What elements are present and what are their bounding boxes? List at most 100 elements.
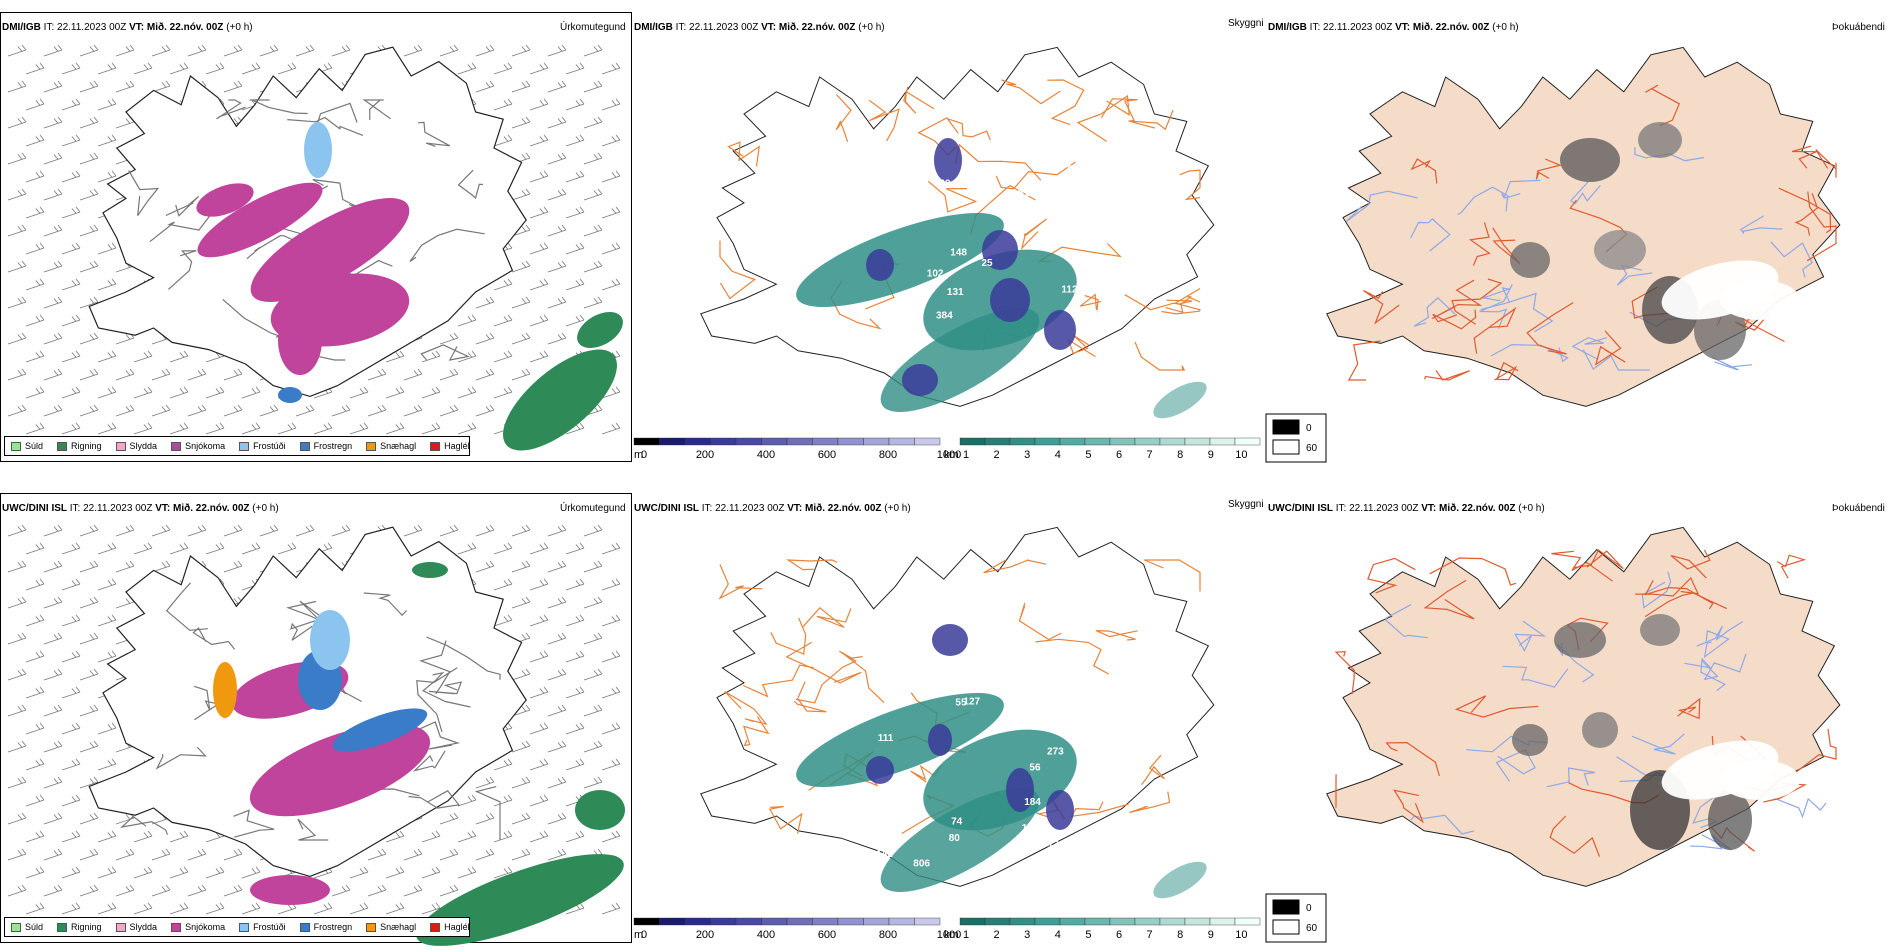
iceland-landmass — [1326, 526, 1841, 887]
height-colorbar: m0 200 400 600 800 1000 — [633, 437, 961, 461]
wind-barb — [223, 560, 243, 573]
wind-barb — [601, 386, 621, 399]
visibility-colorbar-segment — [1234, 437, 1261, 446]
legend-swatch — [239, 441, 250, 451]
road-lines-segment — [457, 169, 484, 199]
wind-barb — [133, 62, 153, 75]
wind-barb — [529, 98, 549, 111]
wind-barb — [79, 704, 99, 717]
wind-barb — [529, 722, 549, 735]
wind-barb — [97, 386, 117, 399]
wind-barb — [529, 206, 549, 219]
wind-barb — [205, 542, 225, 555]
river-lines-segment — [1481, 287, 1512, 303]
wind-barb — [529, 62, 549, 75]
legend-item: Haglél — [430, 922, 470, 932]
wind-barb — [97, 242, 117, 255]
row-1: DMI/IGB IT: 22.11.2023 00Z VT: Mið. 22.n… — [0, 0, 1900, 470]
height-colorbar: m0 200 400 600 800 1000 — [633, 917, 961, 941]
road-lines-segment — [1594, 330, 1626, 366]
legend-item: Snæhagl — [366, 441, 416, 451]
road-lines-segment — [420, 344, 471, 361]
wind-barb — [43, 224, 63, 237]
legend-swatch — [11, 441, 21, 451]
wind-barb — [511, 740, 531, 753]
wind-barb — [25, 206, 45, 219]
snow-area — [250, 198, 410, 302]
valid-time: Mið. 22.nóv. 00Z — [1439, 503, 1516, 514]
init-time: 22.11.2023 00Z — [1323, 22, 1393, 33]
road-lines-segment — [1179, 169, 1201, 201]
wind-barb — [25, 794, 45, 807]
legend-item: Snæhagl — [366, 922, 416, 932]
wind-barb — [151, 404, 171, 417]
wind-barb — [79, 296, 99, 309]
init-time: 22.11.2023 00Z — [1349, 503, 1419, 514]
river-lines-segment — [1410, 218, 1451, 252]
wind-barb — [475, 80, 495, 93]
rain-area — [575, 790, 625, 830]
legend-item: Haglél — [430, 441, 470, 451]
wind-barb — [7, 116, 27, 129]
station-label: 76 — [1046, 642, 1058, 653]
wind-barb — [7, 812, 27, 825]
road-lines-segment — [793, 681, 827, 713]
wind-barb — [133, 830, 153, 843]
wind-barb — [457, 314, 477, 327]
wind-barb — [43, 524, 63, 537]
precip-type-map — [7, 524, 625, 946]
wind-barb — [385, 350, 405, 363]
rain-area — [503, 349, 617, 451]
wind-barb — [43, 596, 63, 609]
wind-barb — [457, 794, 477, 807]
wind-barb — [25, 314, 45, 327]
road-lines-segment — [903, 86, 935, 114]
wind-barb — [61, 386, 81, 399]
height-tick-label: 200 — [696, 929, 714, 941]
wind-barb — [565, 578, 585, 591]
road-lines-segment — [416, 667, 458, 733]
wind-barb — [169, 542, 189, 555]
fog-legend-label: 60 — [1306, 443, 1318, 454]
road-lines-segment — [1431, 279, 1483, 320]
wind-barb — [43, 116, 63, 129]
wind-barb — [205, 902, 225, 915]
road-lines-segment — [1791, 145, 1817, 169]
road-lines-segment — [192, 627, 236, 650]
road-lines-segment — [1001, 79, 1061, 105]
wind-barb — [529, 134, 549, 147]
wind-barb — [7, 596, 27, 609]
wind-barb — [79, 404, 99, 417]
wind-barb — [583, 260, 603, 273]
wind-barb — [97, 98, 117, 111]
legend-label: Frostregn — [313, 441, 353, 451]
road-lines-segment — [1549, 815, 1601, 857]
wind-barb — [493, 794, 513, 807]
wind-barb — [205, 866, 225, 879]
station-label: 21 — [1007, 622, 1019, 633]
fog-indicator-map — [1326, 526, 1841, 887]
freezing-drizzle-area — [310, 610, 350, 670]
panel-title: Skyggni — [1228, 18, 1264, 29]
wind-barb — [511, 704, 531, 717]
road-lines-segment — [1451, 278, 1503, 325]
wind-barb — [61, 794, 81, 807]
height-tick-label: 800 — [879, 449, 897, 461]
road-lines-segment — [422, 671, 471, 708]
map-header: DMI/IGB IT: 22.11.2023 00Z VT: Mið. 22.n… — [634, 22, 885, 33]
wind-barb — [187, 848, 207, 861]
road-lines-segment — [419, 640, 451, 695]
visibility-tick-label: 5 — [1085, 929, 1091, 941]
valid-time: Mið. 22.nóv. 00Z — [778, 22, 856, 33]
road-lines-segment — [1429, 557, 1517, 586]
wind-barb — [61, 722, 81, 735]
precip-type-map — [7, 44, 623, 451]
wind-barb — [169, 386, 189, 399]
wind-barb — [133, 866, 153, 879]
height-tick-label: 400 — [757, 929, 775, 941]
fog-legend-label: 60 — [1306, 923, 1318, 934]
wind-barb — [421, 386, 441, 399]
wind-barb — [493, 134, 513, 147]
wind-barb — [511, 368, 531, 381]
wind-barb — [43, 332, 63, 345]
